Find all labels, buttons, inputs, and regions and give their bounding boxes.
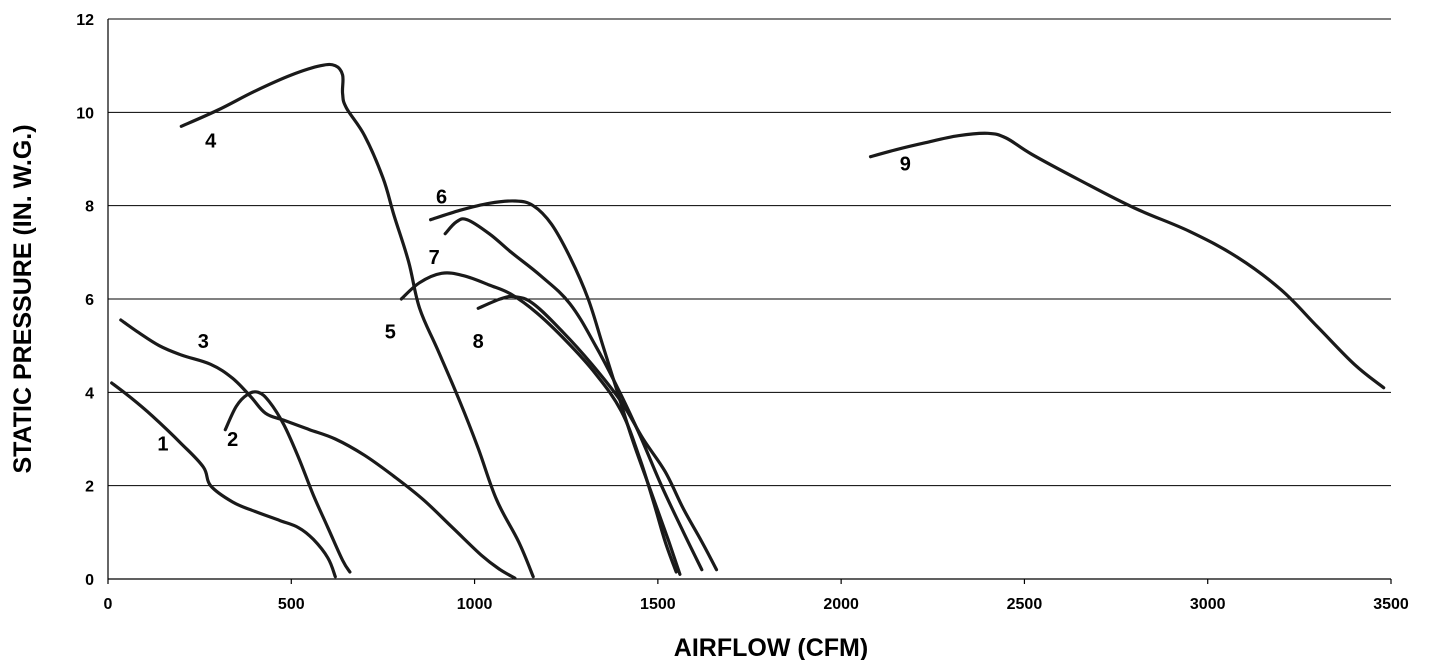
curve-6 xyxy=(429,199,682,576)
x-tick-label: 3000 xyxy=(1190,596,1226,613)
y-tick-label: 6 xyxy=(85,292,94,309)
curve-4 xyxy=(179,62,535,579)
curve-labels: 1 2 3 4 5 6 7 8 9 xyxy=(157,130,910,455)
x-tick-label: 1000 xyxy=(457,596,493,613)
x-tick-label: 2500 xyxy=(1007,596,1043,613)
x-tick-label: 500 xyxy=(278,596,305,613)
curve-1 xyxy=(110,381,337,579)
y-tick-label: 10 xyxy=(76,105,94,122)
curve-label-7: 7 xyxy=(429,247,440,269)
curve-label-2: 2 xyxy=(227,429,238,451)
performance-curves xyxy=(110,62,1386,580)
curve-2 xyxy=(223,390,352,574)
x-tick-label: 3500 xyxy=(1373,596,1409,613)
curve-label-1: 1 xyxy=(157,434,168,456)
y-tick-label: 12 xyxy=(76,12,94,29)
y-tick-label: 4 xyxy=(85,385,94,402)
y-tick-label: 8 xyxy=(85,199,94,216)
y-tick-label: 2 xyxy=(85,479,94,496)
curve-9 xyxy=(868,131,1386,390)
x-tick-label: 2000 xyxy=(823,596,859,613)
horizontal-gridlines xyxy=(108,18,1391,487)
curve-label-9: 9 xyxy=(900,154,911,176)
x-tick-labels: 0 500 1000 1500 2000 2500 3000 3500 xyxy=(104,596,1409,613)
y-tick-labels: 0 2 4 6 8 10 12 xyxy=(76,12,94,589)
curve-label-6: 6 xyxy=(436,186,447,208)
curve-3 xyxy=(119,318,517,580)
x-tick-label: 0 xyxy=(104,596,113,613)
curve-label-8: 8 xyxy=(473,331,484,353)
axes xyxy=(107,19,1392,584)
curve-label-4: 4 xyxy=(205,130,217,152)
curve-8 xyxy=(476,294,719,572)
x-axis-title: AIRFLOW (CFM) xyxy=(674,634,868,660)
curve-label-5: 5 xyxy=(385,322,396,344)
y-tick-label: 0 xyxy=(85,572,94,589)
curve-label-3: 3 xyxy=(198,331,209,353)
y-axis-title: STATIC PRESSURE (IN. W.G.) xyxy=(9,124,37,473)
curve-7 xyxy=(443,217,704,572)
x-tick-label: 1500 xyxy=(640,596,676,613)
